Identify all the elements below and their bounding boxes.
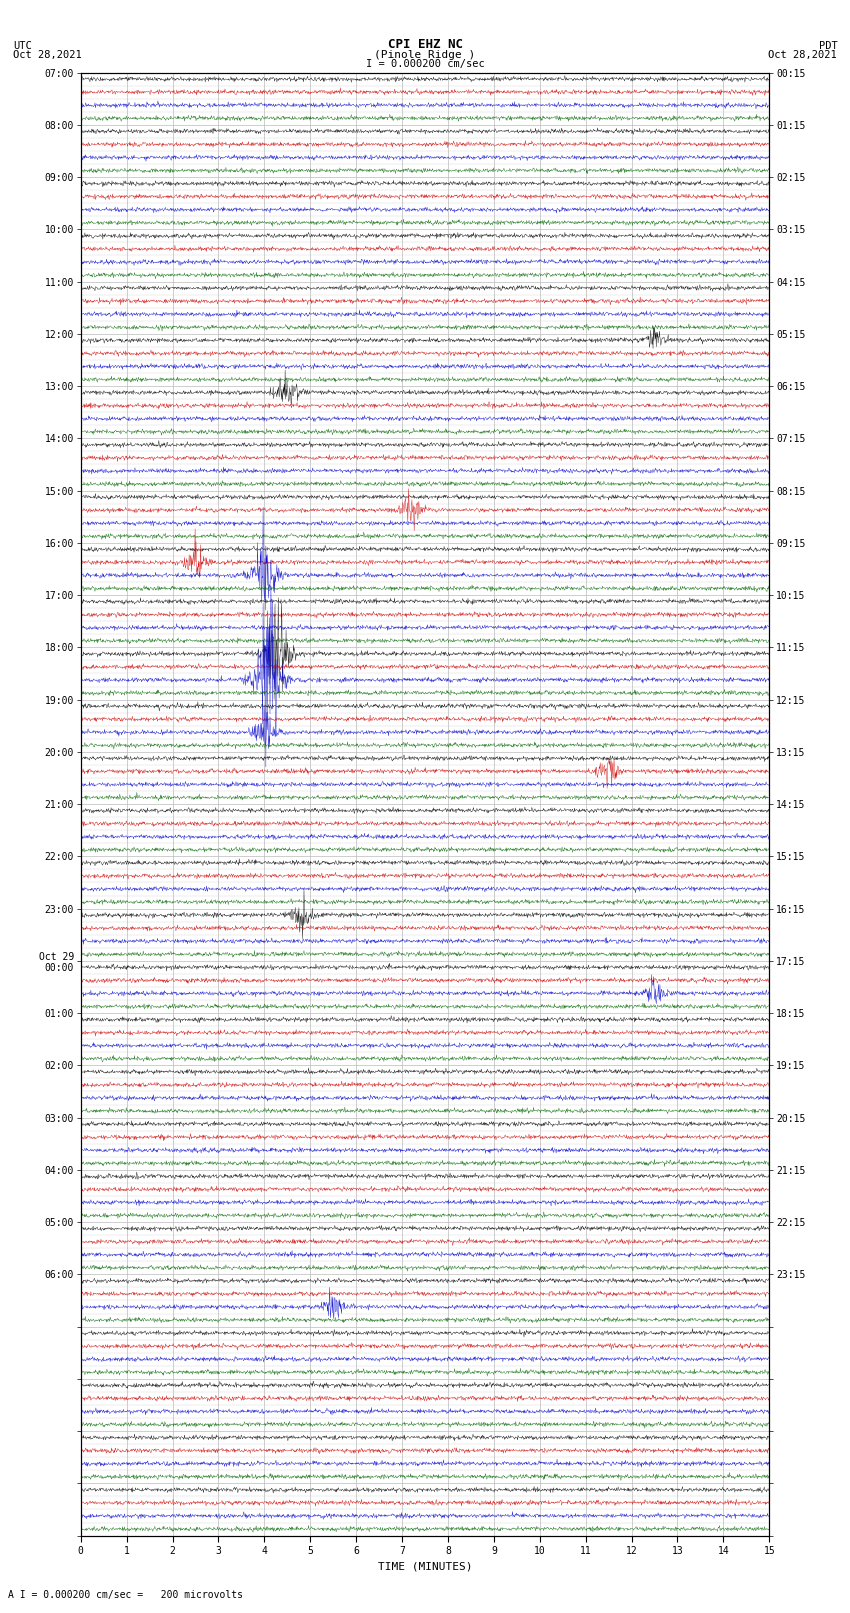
Text: (Pinole Ridge ): (Pinole Ridge ) <box>374 50 476 60</box>
Text: Oct 28,2021: Oct 28,2021 <box>768 50 837 60</box>
Text: A I = 0.000200 cm/sec =   200 microvolts: A I = 0.000200 cm/sec = 200 microvolts <box>8 1590 243 1600</box>
Text: I = 0.000200 cm/sec: I = 0.000200 cm/sec <box>366 60 484 69</box>
Text: UTC: UTC <box>13 40 31 50</box>
Text: Oct 28,2021: Oct 28,2021 <box>13 50 82 60</box>
Text: CPI EHZ NC: CPI EHZ NC <box>388 37 462 50</box>
Text: PDT: PDT <box>819 40 837 50</box>
X-axis label: TIME (MINUTES): TIME (MINUTES) <box>377 1561 473 1571</box>
